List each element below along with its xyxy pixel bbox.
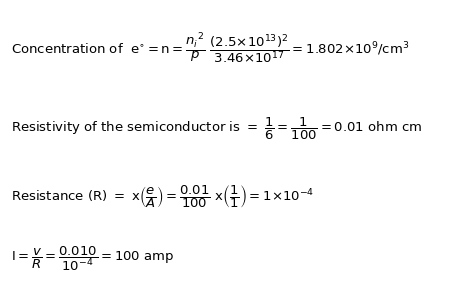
Text: Resistance (R) $= \ \mathrm{x}\left(\dfrac{e}{A}\right)= \dfrac{0.01}{100}\ \mat: Resistance (R) $= \ \mathrm{x}\left(\dfr…: [11, 183, 314, 210]
Text: Resistivity of the semiconductor is $= \ \dfrac{1}{6}= \dfrac{1}{100} = \mathrm{: Resistivity of the semiconductor is $= \…: [11, 116, 422, 142]
Text: Concentration of  $\mathrm{e^{\circ}}$$\mathrm{= n =}$$\dfrac{n_i^{\ 2}}{p}$$\ \: Concentration of $\mathrm{e^{\circ}}$$\m…: [11, 30, 410, 66]
Text: $\mathrm{I} = \dfrac{v}{R}= \dfrac{0.010}{10^{-4}} = \mathrm{100\ amp}$: $\mathrm{I} = \dfrac{v}{R}= \dfrac{0.010…: [11, 245, 174, 273]
